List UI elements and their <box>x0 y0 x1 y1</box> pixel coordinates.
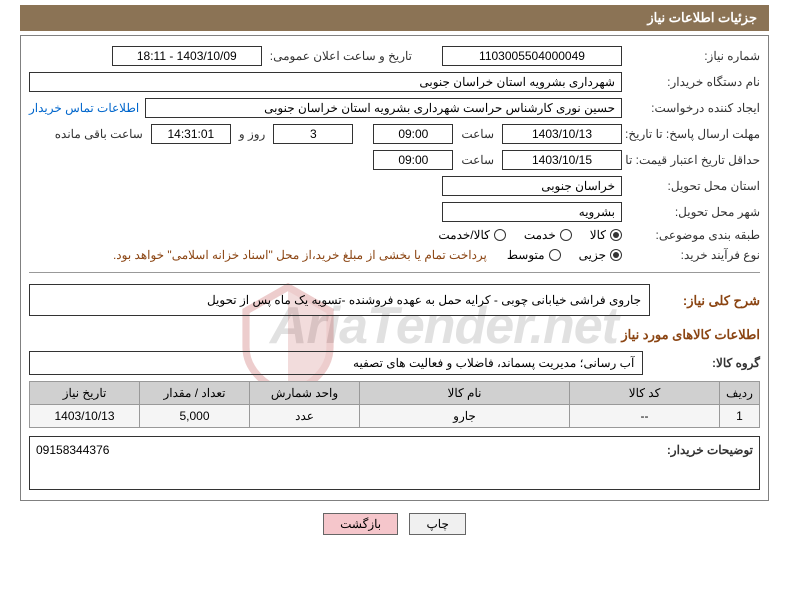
form-panel: AriaTender.net شماره نیاز: 1103005504000… <box>20 35 769 501</box>
radio-service[interactable] <box>560 229 572 241</box>
cell-name: جارو <box>360 405 570 428</box>
requester-label: ایجاد کننده درخواست: <box>630 101 760 115</box>
back-button[interactable]: بازگشت <box>323 513 398 535</box>
need-desc-value: جاروی فراشی خیابانی چوبی - کرایه حمل به … <box>29 284 650 316</box>
cell-qty: 5,000 <box>140 405 250 428</box>
response-deadline-label: مهلت ارسال پاسخ: تا تاریخ: <box>630 127 760 141</box>
response-time: 09:00 <box>373 124 453 144</box>
delivery-province-value: خراسان جنوبی <box>442 176 622 196</box>
print-button[interactable]: چاپ <box>409 513 465 535</box>
purchase-type-label: نوع فرآیند خرید: <box>630 248 760 262</box>
response-remaining: 14:31:01 <box>151 124 231 144</box>
radio-goods[interactable] <box>610 229 622 241</box>
radio-goods-service-label: کالا/خدمت <box>438 228 489 242</box>
delivery-city-value: بشرویه <box>442 202 622 222</box>
delivery-city-label: شهر محل تحویل: <box>630 205 760 219</box>
buyer-notes-value: 09158344376 <box>36 443 659 483</box>
classification-label: طبقه بندی موضوعی: <box>630 228 760 242</box>
radio-goods-service[interactable] <box>494 229 506 241</box>
requester-value: حسین نوری کارشناس حراست شهرداری بشرویه ا… <box>145 98 622 118</box>
th-row: ردیف <box>720 382 760 405</box>
buyer-notes-box: توضیحات خریدار: 09158344376 <box>29 436 760 490</box>
need-number-value: 1103005504000049 <box>442 46 622 66</box>
goods-group-label: گروه کالا: <box>651 356 760 370</box>
radio-service-label: خدمت <box>524 228 556 242</box>
response-days: 3 <box>273 124 353 144</box>
th-name: نام کالا <box>360 382 570 405</box>
need-desc-label: شرح کلی نیاز: <box>650 293 760 309</box>
buyer-notes-label: توضیحات خریدار: <box>667 443 753 483</box>
th-unit: واحد شمارش <box>250 382 360 405</box>
response-time-label: ساعت <box>461 127 494 141</box>
classification-radios: کالا خدمت کالا/خدمت <box>438 228 622 242</box>
price-validity-date: 1403/10/15 <box>502 150 622 170</box>
cell-date: 1403/10/13 <box>30 405 140 428</box>
table-row: 1 -- جارو عدد 5,000 1403/10/13 <box>30 405 760 428</box>
th-date: تاریخ نیاز <box>30 382 140 405</box>
radio-medium[interactable] <box>549 249 561 261</box>
cell-code: -- <box>570 405 720 428</box>
radio-partial-label: جزیی <box>579 248 606 262</box>
radio-partial[interactable] <box>610 249 622 261</box>
remaining-label: ساعت باقی مانده <box>55 127 143 141</box>
goods-group-value: آب رسانی؛ مدیریت پسماند، فاضلاب و فعالیت… <box>29 351 643 375</box>
contact-link[interactable]: اطلاعات تماس خریدار <box>29 101 139 115</box>
need-number-label: شماره نیاز: <box>630 49 760 63</box>
th-qty: تعداد / مقدار <box>140 382 250 405</box>
delivery-province-label: استان محل تحویل: <box>630 179 760 193</box>
th-code: کد کالا <box>570 382 720 405</box>
price-validity-time: 09:00 <box>373 150 453 170</box>
price-time-label: ساعت <box>461 153 494 167</box>
panel-header: جزئیات اطلاعات نیاز <box>20 5 769 31</box>
response-date: 1403/10/13 <box>502 124 622 144</box>
announce-date-value: 1403/10/09 - 18:11 <box>112 46 262 66</box>
goods-info-title: اطلاعات کالاهای مورد نیاز <box>29 327 760 343</box>
purchase-type-radios: جزیی متوسط <box>507 248 622 262</box>
price-validity-label: حداقل تاریخ اعتبار قیمت: تا تاریخ: <box>630 153 760 167</box>
button-row: چاپ بازگشت <box>20 513 769 535</box>
radio-medium-label: متوسط <box>507 248 545 262</box>
divider <box>29 272 760 273</box>
goods-table: ردیف کد کالا نام کالا واحد شمارش تعداد /… <box>29 381 760 428</box>
buyer-org-value: شهرداری بشرویه استان خراسان جنوبی <box>29 72 622 92</box>
purchase-note: پرداخت تمام یا بخشی از مبلغ خرید،از محل … <box>113 248 487 262</box>
radio-goods-label: کالا <box>590 228 606 242</box>
buyer-org-label: نام دستگاه خریدار: <box>630 75 760 89</box>
cell-unit: عدد <box>250 405 360 428</box>
cell-row: 1 <box>720 405 760 428</box>
table-header-row: ردیف کد کالا نام کالا واحد شمارش تعداد /… <box>30 382 760 405</box>
days-label: روز و <box>239 127 266 141</box>
announce-date-label: تاریخ و ساعت اعلان عمومی: <box>270 49 412 63</box>
